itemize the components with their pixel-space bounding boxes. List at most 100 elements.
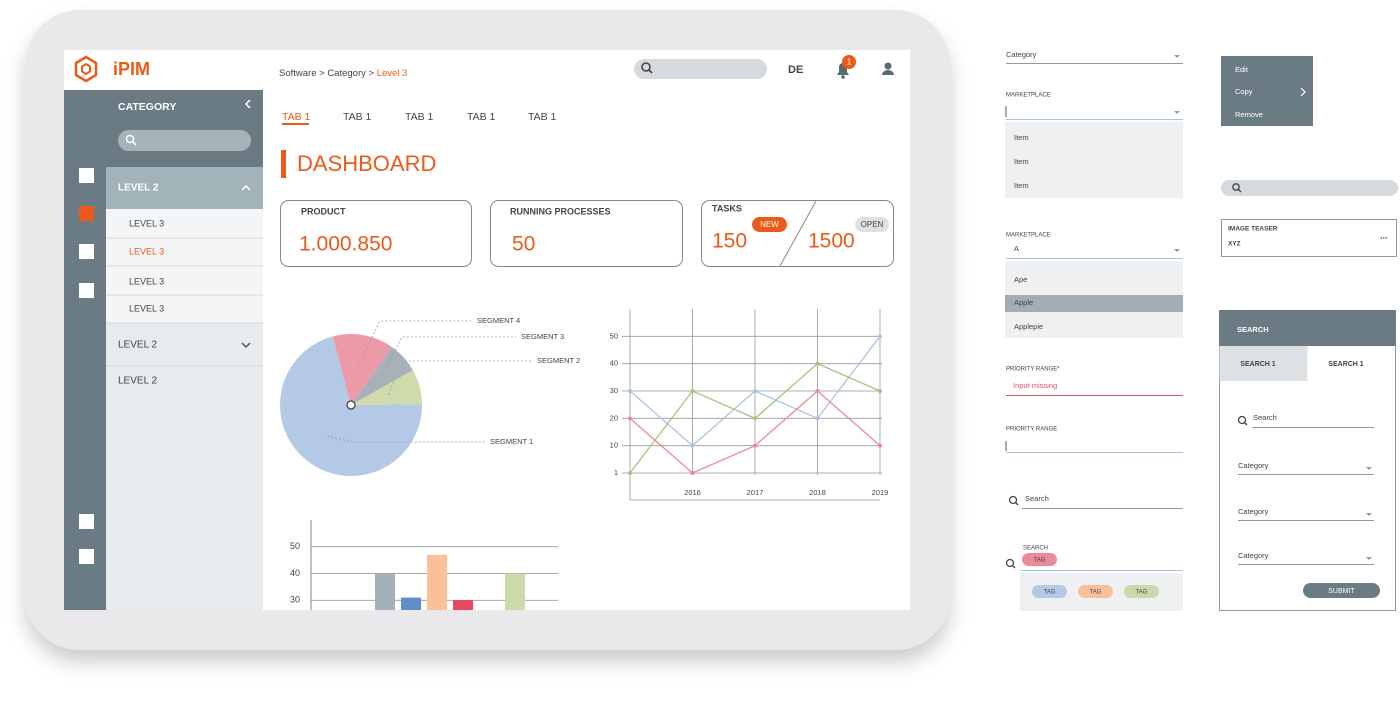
panel-tab[interactable]: SEARCH 1 [1328, 361, 1364, 368]
tasks-label: TASKS [712, 203, 742, 213]
nav-item[interactable]: LEVEL 3 [129, 303, 164, 313]
tab[interactable]: TAB 1 [467, 111, 496, 123]
line-point [690, 471, 695, 475]
rail-icon[interactable] [79, 283, 94, 298]
field-label: MARKETPLACE [1006, 233, 1051, 239]
kpi-label: RUNNING PROCESSES [510, 206, 611, 216]
rail-icon[interactable] [79, 206, 94, 221]
bar [453, 600, 473, 610]
rail-icon[interactable] [79, 244, 94, 259]
line-point [878, 334, 882, 339]
pie-slice [332, 334, 393, 405]
line-point [628, 389, 632, 393]
badge [842, 55, 856, 69]
screen: iPIM Software > Category > Level 3 DE 1 … [64, 50, 910, 610]
page-title: DASHBOARD [297, 151, 436, 176]
list-item[interactable]: Item [1014, 133, 1029, 142]
pie-label: SEGMENT 3 [521, 332, 564, 341]
sidebar-search[interactable] [118, 130, 251, 151]
submit-button[interactable] [1303, 583, 1380, 598]
user-icon[interactable] [884, 62, 892, 70]
nav-item[interactable]: LEVEL 3 [129, 218, 164, 228]
new-badge: NEW [760, 220, 779, 229]
sidebar-title: CATEGORY [118, 101, 176, 113]
bar [401, 597, 421, 610]
panel-tab[interactable]: SEARCH 1 [1240, 361, 1276, 368]
logo-icon [81, 62, 91, 76]
panel-search[interactable]: Search [1253, 413, 1277, 422]
tag[interactable]: TAG [1034, 558, 1046, 564]
search-bar[interactable] [634, 59, 767, 79]
tab[interactable]: TAB 1 [282, 111, 311, 123]
y-tick-label: 1 [614, 468, 618, 477]
line-point [878, 443, 882, 448]
nav-item[interactable]: LEVEL 3 [129, 276, 164, 286]
pie-label: SEGMENT 4 [477, 316, 520, 325]
tasks-new: 150 [712, 230, 747, 253]
image-teaser[interactable] [1221, 219, 1397, 257]
x-tick-label: 2018 [809, 488, 826, 497]
line-point [815, 416, 820, 421]
pie-label: SEGMENT 1 [490, 437, 533, 446]
autocomplete-item[interactable]: Apple [1014, 298, 1033, 307]
y-tick-label: 50 [290, 541, 300, 551]
tag[interactable]: TAG [1044, 590, 1056, 596]
panel-field[interactable]: Category [1238, 461, 1269, 470]
y-tick-label: 10 [610, 441, 618, 450]
line-point [690, 389, 695, 393]
rail-icon[interactable] [79, 549, 94, 564]
field-label: PRIORITY RANGE* [1006, 367, 1060, 373]
search-field[interactable]: Search [1025, 494, 1049, 503]
kpi-card [490, 200, 683, 267]
pie-center [346, 400, 356, 410]
teaser-more[interactable]: ... [1380, 230, 1388, 240]
line-point [753, 443, 757, 448]
language[interactable]: DE [788, 64, 803, 76]
line-point [690, 443, 695, 448]
list-item[interactable]: Item [1014, 157, 1029, 166]
nav-item[interactable]: LEVEL 2 [118, 340, 158, 351]
menu-item[interactable]: Remove [1235, 110, 1263, 119]
tab[interactable]: TAB 1 [343, 111, 372, 123]
rail-icon[interactable] [79, 514, 94, 529]
search-pill[interactable] [1221, 180, 1398, 196]
breadcrumb-current: Level 3 [377, 68, 408, 79]
nav-item[interactable]: LEVEL 3 [129, 246, 164, 256]
menu-item[interactable]: Edit [1235, 65, 1249, 74]
teaser-subtitle: XYZ [1228, 241, 1241, 248]
line-point [628, 471, 632, 475]
logo-icon [74, 55, 98, 83]
kpi-card [280, 200, 472, 267]
tab[interactable]: TAB 1 [528, 111, 557, 123]
line-point [815, 361, 820, 366]
pie-slice [351, 347, 413, 405]
tab[interactable]: TAB 1 [405, 111, 434, 123]
tasks-card [701, 200, 894, 267]
bar [505, 573, 525, 610]
bar [427, 554, 447, 610]
autocomplete-item[interactable]: Applepie [1014, 322, 1043, 331]
panel-field[interactable]: Category [1238, 551, 1269, 560]
panel-title: SEARCH [1237, 325, 1269, 334]
menu-item[interactable]: Copy [1235, 87, 1253, 96]
kpi-value: 50 [512, 233, 535, 256]
components: Category MARKETPLACE Item Item Item Edit… [1005, 50, 1398, 611]
nav-item[interactable]: LEVEL 2 [118, 183, 159, 194]
list-item[interactable]: Item [1014, 181, 1029, 190]
tag[interactable]: TAG [1136, 590, 1148, 596]
breadcrumb-path[interactable]: Software > Category > [279, 68, 377, 79]
leader-line [357, 320, 472, 367]
dropdown[interactable]: Category [1006, 50, 1037, 59]
panel-field[interactable]: Category [1238, 507, 1269, 516]
nav-item[interactable]: LEVEL 2 [118, 376, 158, 387]
y-tick-label: 30 [610, 386, 618, 395]
field-value[interactable]: A [1014, 244, 1019, 253]
kpi-value: 1.000.850 [299, 233, 392, 256]
submit-label: SUBMIT [1328, 588, 1355, 595]
autocomplete-item[interactable]: Ape [1014, 275, 1027, 284]
error-text: Input missing [1013, 381, 1057, 390]
line-point [815, 389, 820, 393]
tag[interactable]: TAG [1090, 590, 1102, 596]
rail-icon[interactable] [79, 168, 94, 183]
